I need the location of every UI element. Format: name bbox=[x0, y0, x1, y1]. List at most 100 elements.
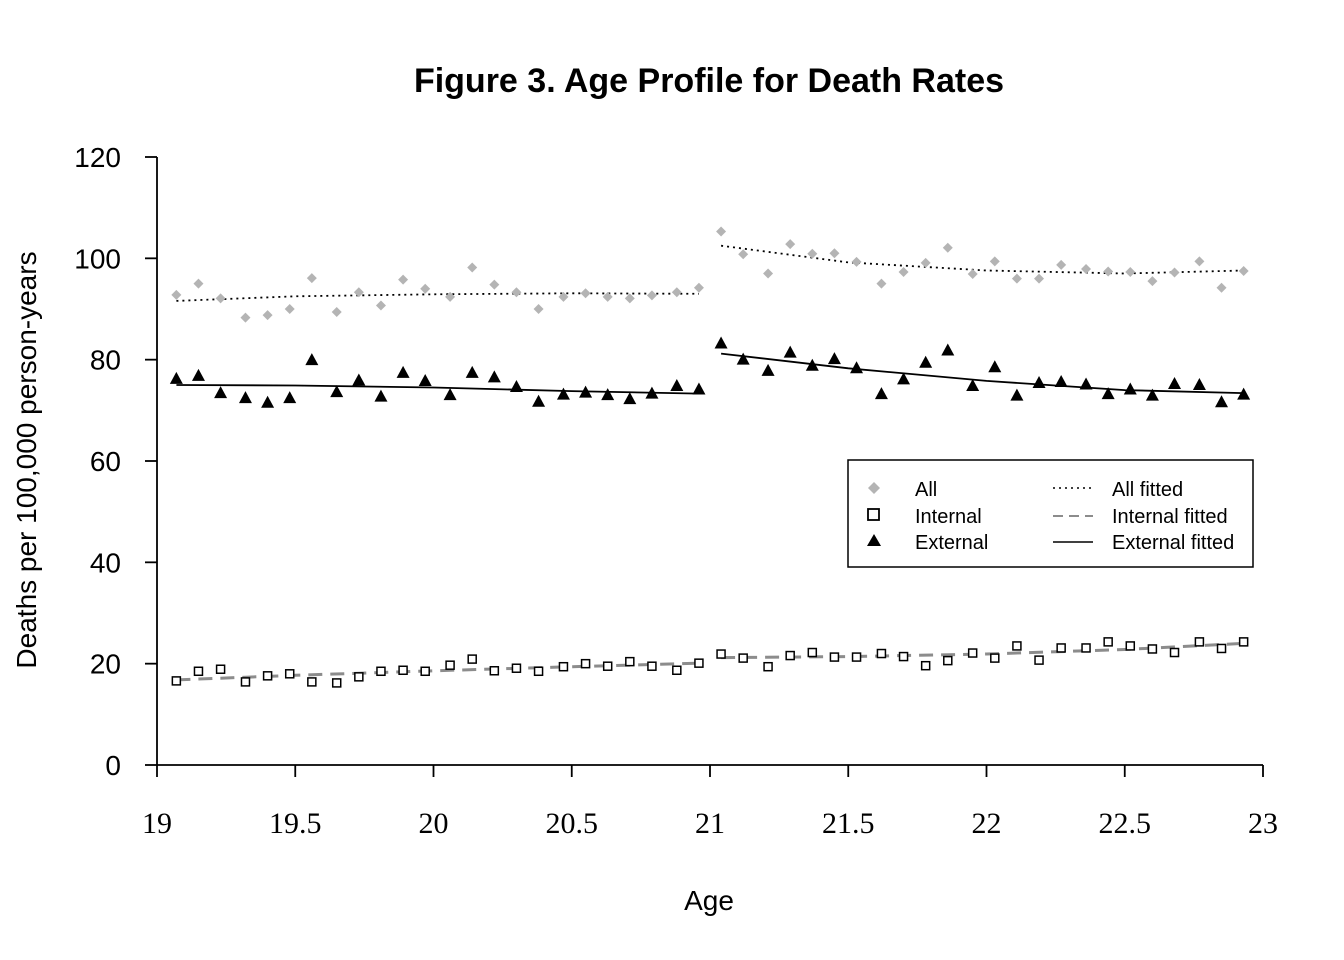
external-point bbox=[670, 379, 684, 392]
internal-point bbox=[1238, 637, 1249, 647]
internal-point bbox=[558, 661, 569, 672]
external-point bbox=[169, 371, 183, 384]
external-point bbox=[736, 352, 750, 365]
external-point bbox=[623, 392, 637, 405]
all-point bbox=[671, 287, 682, 298]
external-point bbox=[761, 363, 775, 376]
internal-point bbox=[1216, 643, 1227, 654]
all-point bbox=[716, 226, 727, 237]
y-tick-label: 120 bbox=[74, 142, 121, 173]
internal-point bbox=[1012, 641, 1022, 651]
external-point bbox=[214, 386, 228, 399]
external-point bbox=[487, 370, 501, 383]
all-point bbox=[306, 273, 317, 284]
y-tick-label: 60 bbox=[90, 446, 121, 477]
external-point bbox=[850, 361, 864, 374]
internal-point bbox=[489, 666, 500, 676]
y-tick-label: 80 bbox=[90, 345, 121, 376]
external-point bbox=[1215, 395, 1229, 408]
all-point bbox=[851, 256, 862, 267]
all-fitted-line bbox=[720, 244, 1244, 275]
all-point bbox=[624, 293, 635, 304]
all-point bbox=[807, 248, 818, 259]
external-point bbox=[352, 373, 366, 386]
x-tick-label: 21 bbox=[695, 807, 725, 840]
legend: All Internal External All fitted Interna… bbox=[847, 459, 1254, 568]
legend-all-fitted-label: All fitted bbox=[1112, 479, 1183, 501]
all-point bbox=[942, 242, 953, 253]
all-point bbox=[785, 239, 796, 250]
internal-point bbox=[445, 660, 455, 670]
x-tick-label: 23 bbox=[1248, 807, 1278, 840]
all-fitted-line bbox=[176, 292, 699, 302]
external-point bbox=[443, 388, 457, 401]
external-point bbox=[714, 336, 728, 349]
external-point bbox=[418, 373, 432, 386]
all-point bbox=[511, 287, 522, 298]
all-point bbox=[420, 283, 431, 294]
internal-point bbox=[511, 663, 522, 673]
y-tick-label: 20 bbox=[90, 649, 121, 680]
external-point bbox=[897, 372, 911, 385]
external-point bbox=[1237, 387, 1251, 400]
x-tick-label: 19 bbox=[142, 807, 172, 840]
legend-external-marker bbox=[867, 534, 881, 546]
internal-point bbox=[467, 654, 477, 664]
all-point bbox=[331, 307, 342, 318]
external-point bbox=[556, 387, 570, 400]
internal-point bbox=[898, 651, 909, 662]
internal-point bbox=[354, 672, 364, 682]
internal-point bbox=[1081, 643, 1091, 653]
internal-fitted-line bbox=[176, 661, 699, 682]
legend-all-label: All bbox=[915, 479, 937, 501]
external-fitted-line bbox=[176, 384, 699, 395]
internal-point bbox=[785, 650, 795, 661]
legend-internal-marker bbox=[867, 508, 880, 521]
external-point bbox=[874, 387, 888, 400]
internal-point bbox=[215, 664, 226, 674]
all-point bbox=[489, 279, 500, 290]
external-point bbox=[191, 368, 205, 381]
all-point bbox=[989, 256, 1000, 267]
all-point bbox=[353, 287, 364, 298]
internal-point bbox=[990, 653, 1000, 663]
all-point bbox=[1081, 263, 1092, 274]
internal-point bbox=[672, 665, 682, 676]
external-point bbox=[1079, 377, 1093, 390]
internal-point bbox=[920, 660, 931, 671]
all-point bbox=[1011, 273, 1022, 284]
external-point bbox=[374, 389, 388, 402]
all-point bbox=[445, 291, 456, 302]
internal-point bbox=[1125, 641, 1136, 651]
legend-box bbox=[847, 459, 1254, 568]
external-point bbox=[261, 395, 275, 408]
external-point bbox=[579, 385, 593, 398]
y-tick-label: 100 bbox=[74, 243, 121, 274]
internal-point bbox=[716, 649, 726, 659]
all-point bbox=[693, 282, 704, 293]
internal-point bbox=[647, 661, 657, 671]
all-point bbox=[193, 278, 204, 289]
internal-point bbox=[376, 666, 386, 677]
all-point bbox=[898, 267, 909, 278]
all-point bbox=[829, 248, 840, 259]
external-point bbox=[827, 352, 841, 365]
all-point bbox=[1238, 266, 1249, 276]
all-point bbox=[876, 278, 887, 289]
external-point bbox=[919, 355, 933, 368]
external-point bbox=[941, 343, 955, 356]
external-point bbox=[238, 391, 252, 404]
external-point bbox=[283, 391, 297, 404]
all-point bbox=[284, 304, 295, 314]
internal-point bbox=[851, 652, 862, 662]
x-tick-label: 21.5 bbox=[822, 807, 875, 840]
fitted-lines bbox=[176, 244, 1244, 682]
all-point bbox=[1169, 267, 1180, 278]
external-point bbox=[1145, 388, 1159, 401]
external-point bbox=[1010, 388, 1024, 401]
all-point bbox=[558, 291, 569, 302]
all-point bbox=[920, 257, 931, 268]
all-point bbox=[375, 300, 386, 311]
all-point bbox=[1194, 256, 1205, 267]
internal-point bbox=[284, 669, 295, 679]
